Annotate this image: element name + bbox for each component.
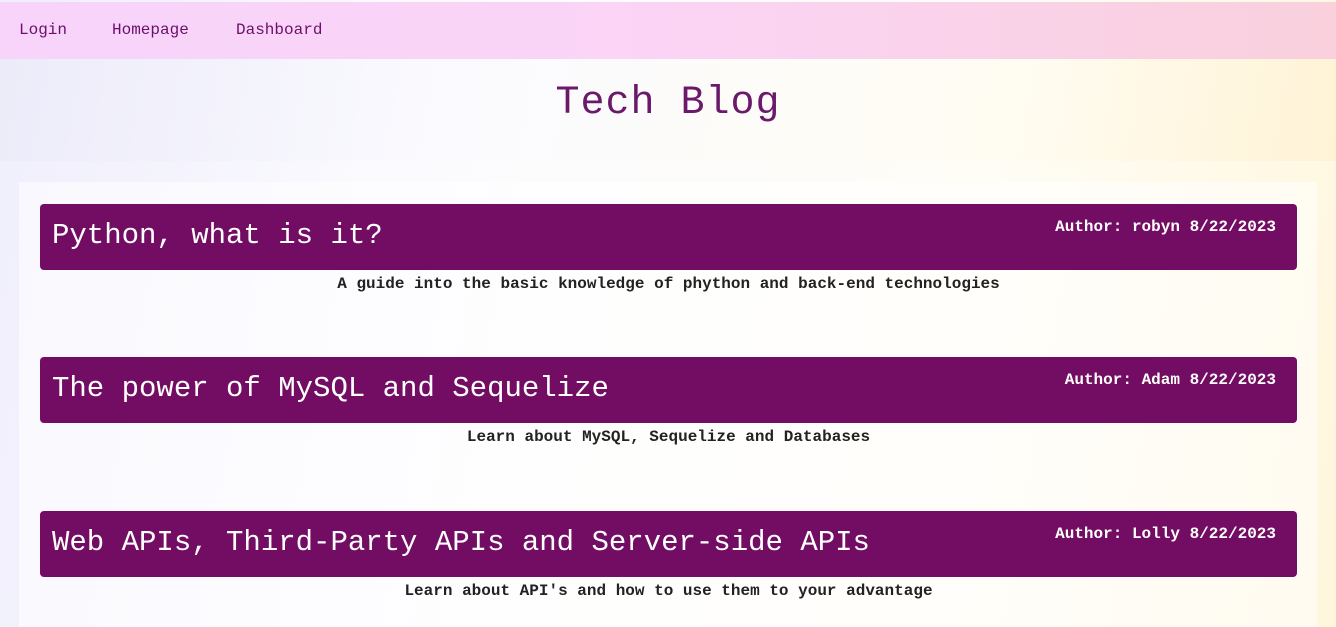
post-author: Adam: [1141, 371, 1180, 389]
post-meta: Author: robyn 8/22/2023: [1055, 218, 1276, 236]
post-meta: Author: Adam 8/22/2023: [1065, 371, 1276, 389]
post-card: Web APIs, Third-Party APIs and Server-si…: [40, 511, 1297, 601]
top-navbar: Login Homepage Dashboard: [0, 2, 1336, 59]
post-date: 8/22/2023: [1189, 525, 1276, 543]
nav-link-dashboard[interactable]: Dashboard: [236, 21, 323, 39]
post-date: 8/22/2023: [1189, 218, 1276, 236]
post-date: 8/22/2023: [1189, 371, 1276, 389]
post-description: Learn about API's and how to use them to…: [404, 582, 933, 600]
post-header[interactable]: Web APIs, Third-Party APIs and Server-si…: [40, 511, 1297, 577]
author-label: Author:: [1064, 371, 1132, 389]
page-title: Tech Blog: [555, 81, 781, 126]
post-description: A guide into the basic knowledge of phyt…: [337, 275, 1000, 293]
nav-link-login[interactable]: Login: [19, 21, 68, 39]
author-label: Author:: [1055, 218, 1123, 236]
nav-link-homepage[interactable]: Homepage: [112, 21, 189, 39]
post-header[interactable]: The power of MySQL and Sequelize Author:…: [40, 357, 1297, 423]
posts-list: Python, what is it? Author: robyn 8/22/2…: [19, 182, 1317, 627]
post-author: Lolly: [1131, 525, 1180, 543]
post-header[interactable]: Python, what is it? Author: robyn 8/22/2…: [40, 204, 1297, 270]
post-card: The power of MySQL and Sequelize Author:…: [40, 357, 1297, 447]
post-author: robyn: [1131, 218, 1180, 236]
post-title[interactable]: Web APIs, Third-Party APIs and Server-si…: [52, 526, 870, 559]
page-header: Tech Blog: [0, 59, 1336, 161]
post-title[interactable]: Python, what is it?: [52, 219, 383, 252]
post-card: Python, what is it? Author: robyn 8/22/2…: [40, 204, 1297, 294]
post-title[interactable]: The power of MySQL and Sequelize: [52, 372, 609, 405]
post-meta: Author: Lolly 8/22/2023: [1055, 525, 1276, 543]
author-label: Author:: [1055, 525, 1123, 543]
post-description: Learn about MySQL, Sequelize and Databas…: [466, 428, 871, 446]
